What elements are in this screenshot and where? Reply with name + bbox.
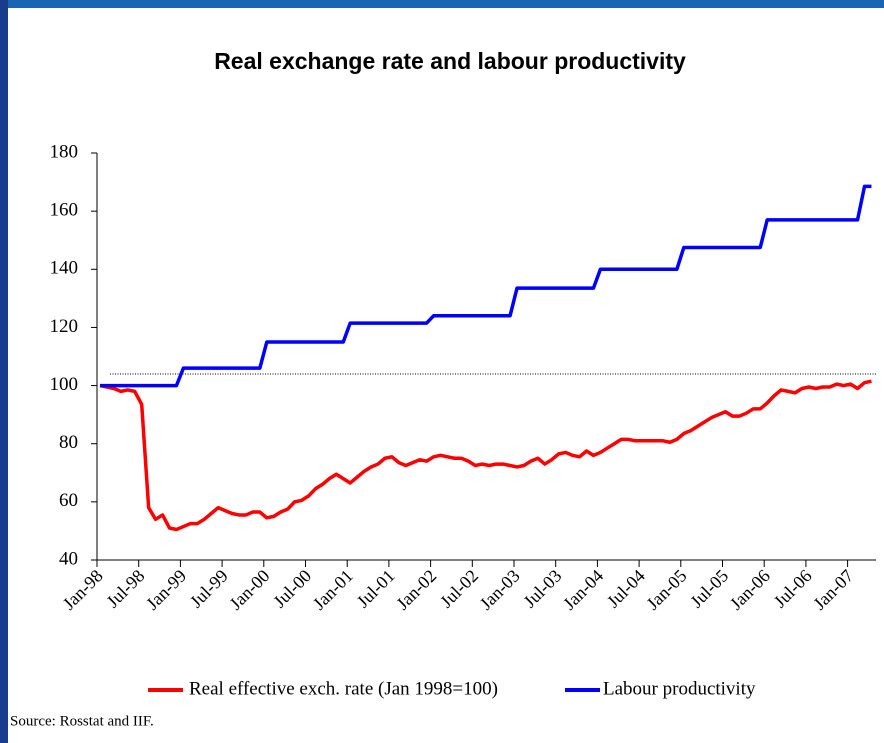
x-tick-label: Jul-02 (436, 566, 482, 612)
legend-label: Real effective exch. rate (Jan 1998=100) (189, 678, 498, 699)
series-line (99, 379, 872, 532)
x-tick-label: Jan-99 (142, 566, 190, 614)
x-tick-label: Jan-05 (642, 566, 690, 614)
x-tick-label: Jul-00 (269, 566, 315, 612)
x-tick-label: Jul-99 (186, 566, 232, 612)
x-tick-label: Jan-00 (225, 566, 273, 614)
x-tick-label: Jan-01 (309, 566, 357, 614)
chart-title: Real exchange rate and labour productivi… (214, 48, 686, 74)
y-tick-label: 40 (59, 548, 78, 569)
x-tick-label: Jul-98 (102, 566, 148, 612)
x-tick-label: Jan-07 (809, 566, 857, 614)
x-tick-label: Jan-02 (392, 566, 440, 614)
legend-label: Labour productivity (603, 678, 756, 699)
x-tick-label: Jul-06 (770, 566, 816, 612)
x-tick-label: Jul-03 (519, 566, 565, 612)
y-tick-label: 140 (50, 258, 79, 279)
series-line (100, 184, 872, 388)
y-tick-label: 180 (50, 141, 79, 162)
y-tick-label: 100 (50, 374, 79, 395)
x-tick-label: Jul-01 (353, 566, 399, 612)
y-tick-label: 60 (59, 490, 78, 511)
x-tick-label: Jan-04 (559, 566, 607, 614)
source-note: Source: Rosstat and IIF. (10, 713, 154, 729)
x-tick-label: Jan-03 (476, 566, 524, 614)
y-tick-label: 160 (50, 200, 79, 221)
y-tick-label: 80 (59, 432, 78, 453)
left-border (0, 0, 8, 743)
y-tick-label: 120 (50, 316, 79, 337)
x-tick-label: Jul-05 (686, 566, 732, 612)
x-tick-label: Jan-98 (59, 566, 107, 614)
x-tick-label: Jan-06 (726, 566, 774, 614)
x-tick-label: Jul-04 (603, 566, 649, 612)
top-border (0, 0, 884, 8)
